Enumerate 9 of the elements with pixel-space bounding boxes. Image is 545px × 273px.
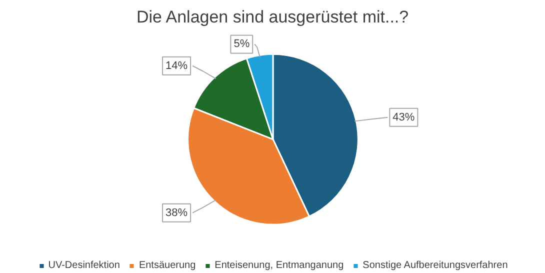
legend-label: Entsäuerung	[138, 260, 196, 271]
data-label: 14%	[166, 60, 188, 72]
legend-label: Sonstige Aufbereitungsverfahren	[362, 260, 508, 271]
chart-title: Die Anlagen sind ausgerüstet mit...?	[136, 8, 409, 26]
legend-label: UV-Desinfektion	[48, 260, 120, 271]
legend-label: Enteisenung, Entmanganung	[214, 260, 344, 271]
data-label: 5%	[234, 38, 250, 50]
data-label: 43%	[392, 111, 415, 124]
data-label: 38%	[166, 206, 188, 219]
